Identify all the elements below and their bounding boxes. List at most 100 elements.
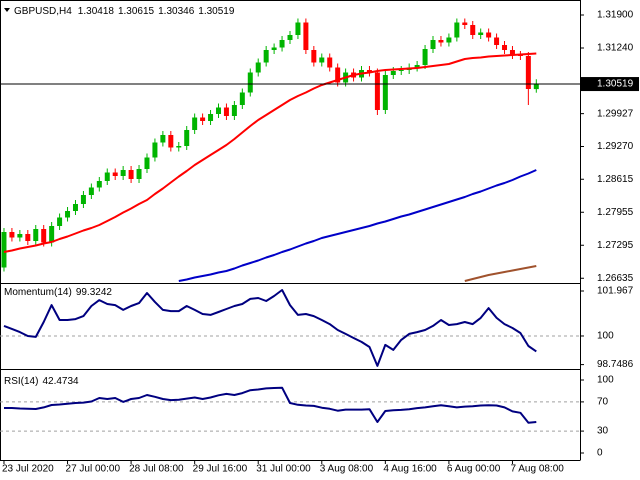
ohlc-close: 1.30519 [198,6,235,17]
y-tick-label: 101.967 [597,286,634,297]
candle-body [287,35,293,40]
candle-body [112,172,118,176]
panel-title: Momentum(14) [4,287,72,298]
candle-body [65,211,71,218]
indicator-line [3,289,537,367]
indicator-line [178,169,537,282]
symbol-header: GBPUSD,H4 1.30418 1.30615 1.30346 1.30519 [14,6,235,17]
chart-title: GBPUSD,H4 [14,6,72,17]
x-tick-label: 27 Jul 00:00 [66,464,121,475]
ohlc-low: 1.30346 [158,6,195,17]
candle-body [168,135,174,148]
last-value: 42.4734 [42,376,79,387]
candle-body [104,172,110,181]
candle-body [128,170,134,179]
x-tick-label: 4 Aug 16:00 [383,464,437,475]
rsi-header: RSI(14) 42.4734 [4,376,79,387]
momentum-header: Momentum(14) 99.3242 [4,287,112,298]
candle-body [319,57,325,63]
candle-body [184,130,190,146]
y-tick-label: 1.31240 [597,43,634,54]
indicator-line [464,265,537,282]
candle-body [295,22,301,35]
candle-body [502,45,508,50]
candle-body [327,57,333,68]
candle-body [41,229,47,243]
candle-body [422,49,428,65]
x-tick-label: 23 Jul 2020 [2,464,54,475]
candle-body [25,234,31,241]
candle-body [414,65,420,68]
candle-body [57,217,63,226]
y-tick-label: 98.7486 [597,359,634,370]
y-tick-label: 1.29927 [597,108,634,119]
candle-body [80,195,86,204]
panel-title: RSI(14) [4,376,38,387]
y-tick-label: 1.27955 [597,207,634,218]
y-tick-label: 1.27295 [597,240,634,251]
y-tick-label: 100 [597,375,614,386]
x-tick-label: 29 Jul 16:00 [193,464,248,475]
candle-body [200,117,206,121]
candle-body [176,146,182,148]
candle-body [494,37,500,45]
candle-body [9,232,15,238]
candle-body [430,40,436,49]
ohlc-high: 1.30615 [118,6,155,17]
candle-body [49,226,55,243]
y-tick-label: 1.31900 [597,10,634,21]
candle-body [96,181,102,188]
y-tick-label: 1.29270 [597,141,634,152]
y-tick-label: 1.28615 [597,174,634,185]
candle-body [72,204,78,211]
candle-body [223,107,229,116]
current-price-label: 1.30519 [597,79,634,90]
candle-body [486,32,492,38]
candle-body [120,170,126,176]
candle-body [533,84,539,90]
candle-body [88,187,94,195]
candle-body [136,169,142,179]
candle-body [509,50,515,55]
candle-body [152,142,158,158]
y-tick-label: 1.26635 [597,273,634,284]
candle-body [438,40,444,43]
candle-body [390,71,396,75]
candle-body [255,62,261,73]
indicator-line [4,386,537,424]
y-tick-label: 100 [597,331,614,342]
candle-body [263,50,269,63]
candle-body [279,40,285,48]
candle-body [144,157,150,169]
y-tick-label: 30 [597,426,609,437]
current-price-box [581,77,639,92]
candle-body [470,25,476,35]
candle-body [525,56,531,89]
candle-body [215,107,221,114]
candle-body [33,229,39,241]
candle-body [160,135,166,143]
candle-body [247,72,253,93]
menu-icon [4,8,10,12]
candle-body [446,37,452,43]
candle-body [208,114,214,121]
candle-body [335,67,341,83]
candle-body [454,22,460,38]
candle-body [374,72,380,110]
indicator-line [3,52,537,253]
ohlc-open: 1.30418 [78,6,115,17]
x-tick-label: 31 Jul 00:00 [256,464,311,475]
candle-body [239,92,245,105]
candle-body [462,22,468,25]
candle-body [17,234,23,238]
candle-body [366,70,372,73]
y-tick-label: 0 [597,448,603,459]
candle-body [1,232,7,268]
x-tick-label: 3 Aug 08:00 [320,464,374,475]
x-tick-label: 28 Jul 08:00 [129,464,184,475]
candle-body [311,50,317,63]
candle-body [271,47,277,50]
